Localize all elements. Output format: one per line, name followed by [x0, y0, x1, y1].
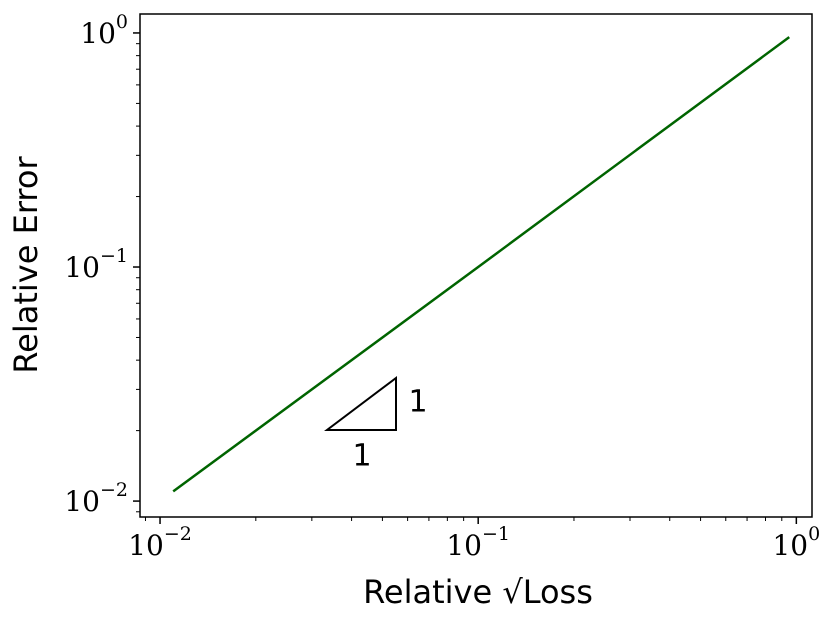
slope-label: 1 [352, 439, 371, 474]
tick-label: 10−1 [64, 245, 128, 284]
tick-exponent: −2 [100, 479, 128, 501]
tick-base: 10 [80, 16, 116, 49]
slope-triangle [324, 375, 397, 431]
tick-exponent: 0 [116, 11, 128, 33]
slope-label: 1 [408, 385, 427, 420]
tick-exponent: −1 [100, 245, 128, 267]
x-axis-label: Relative √Loss [363, 573, 593, 611]
tick-base: 10 [64, 251, 100, 284]
tick-exponent: 0 [808, 523, 820, 545]
tick-base: 10 [446, 529, 482, 562]
plot-frame [139, 13, 813, 518]
data-line [172, 36, 790, 493]
y-axis-label: Relative Error [7, 156, 45, 374]
tick-base: 10 [128, 529, 164, 562]
tick-base: 10 [64, 485, 100, 518]
tick-exponent: −1 [482, 523, 510, 545]
tick-label: 10−2 [64, 479, 128, 518]
tick-exponent: −2 [164, 523, 192, 545]
tick-label: 100 [80, 11, 128, 50]
tick-base: 10 [772, 529, 808, 562]
tick-label: 10−2 [128, 523, 192, 562]
tick-label: 100 [772, 523, 820, 562]
tick-label: 10−1 [446, 523, 510, 562]
